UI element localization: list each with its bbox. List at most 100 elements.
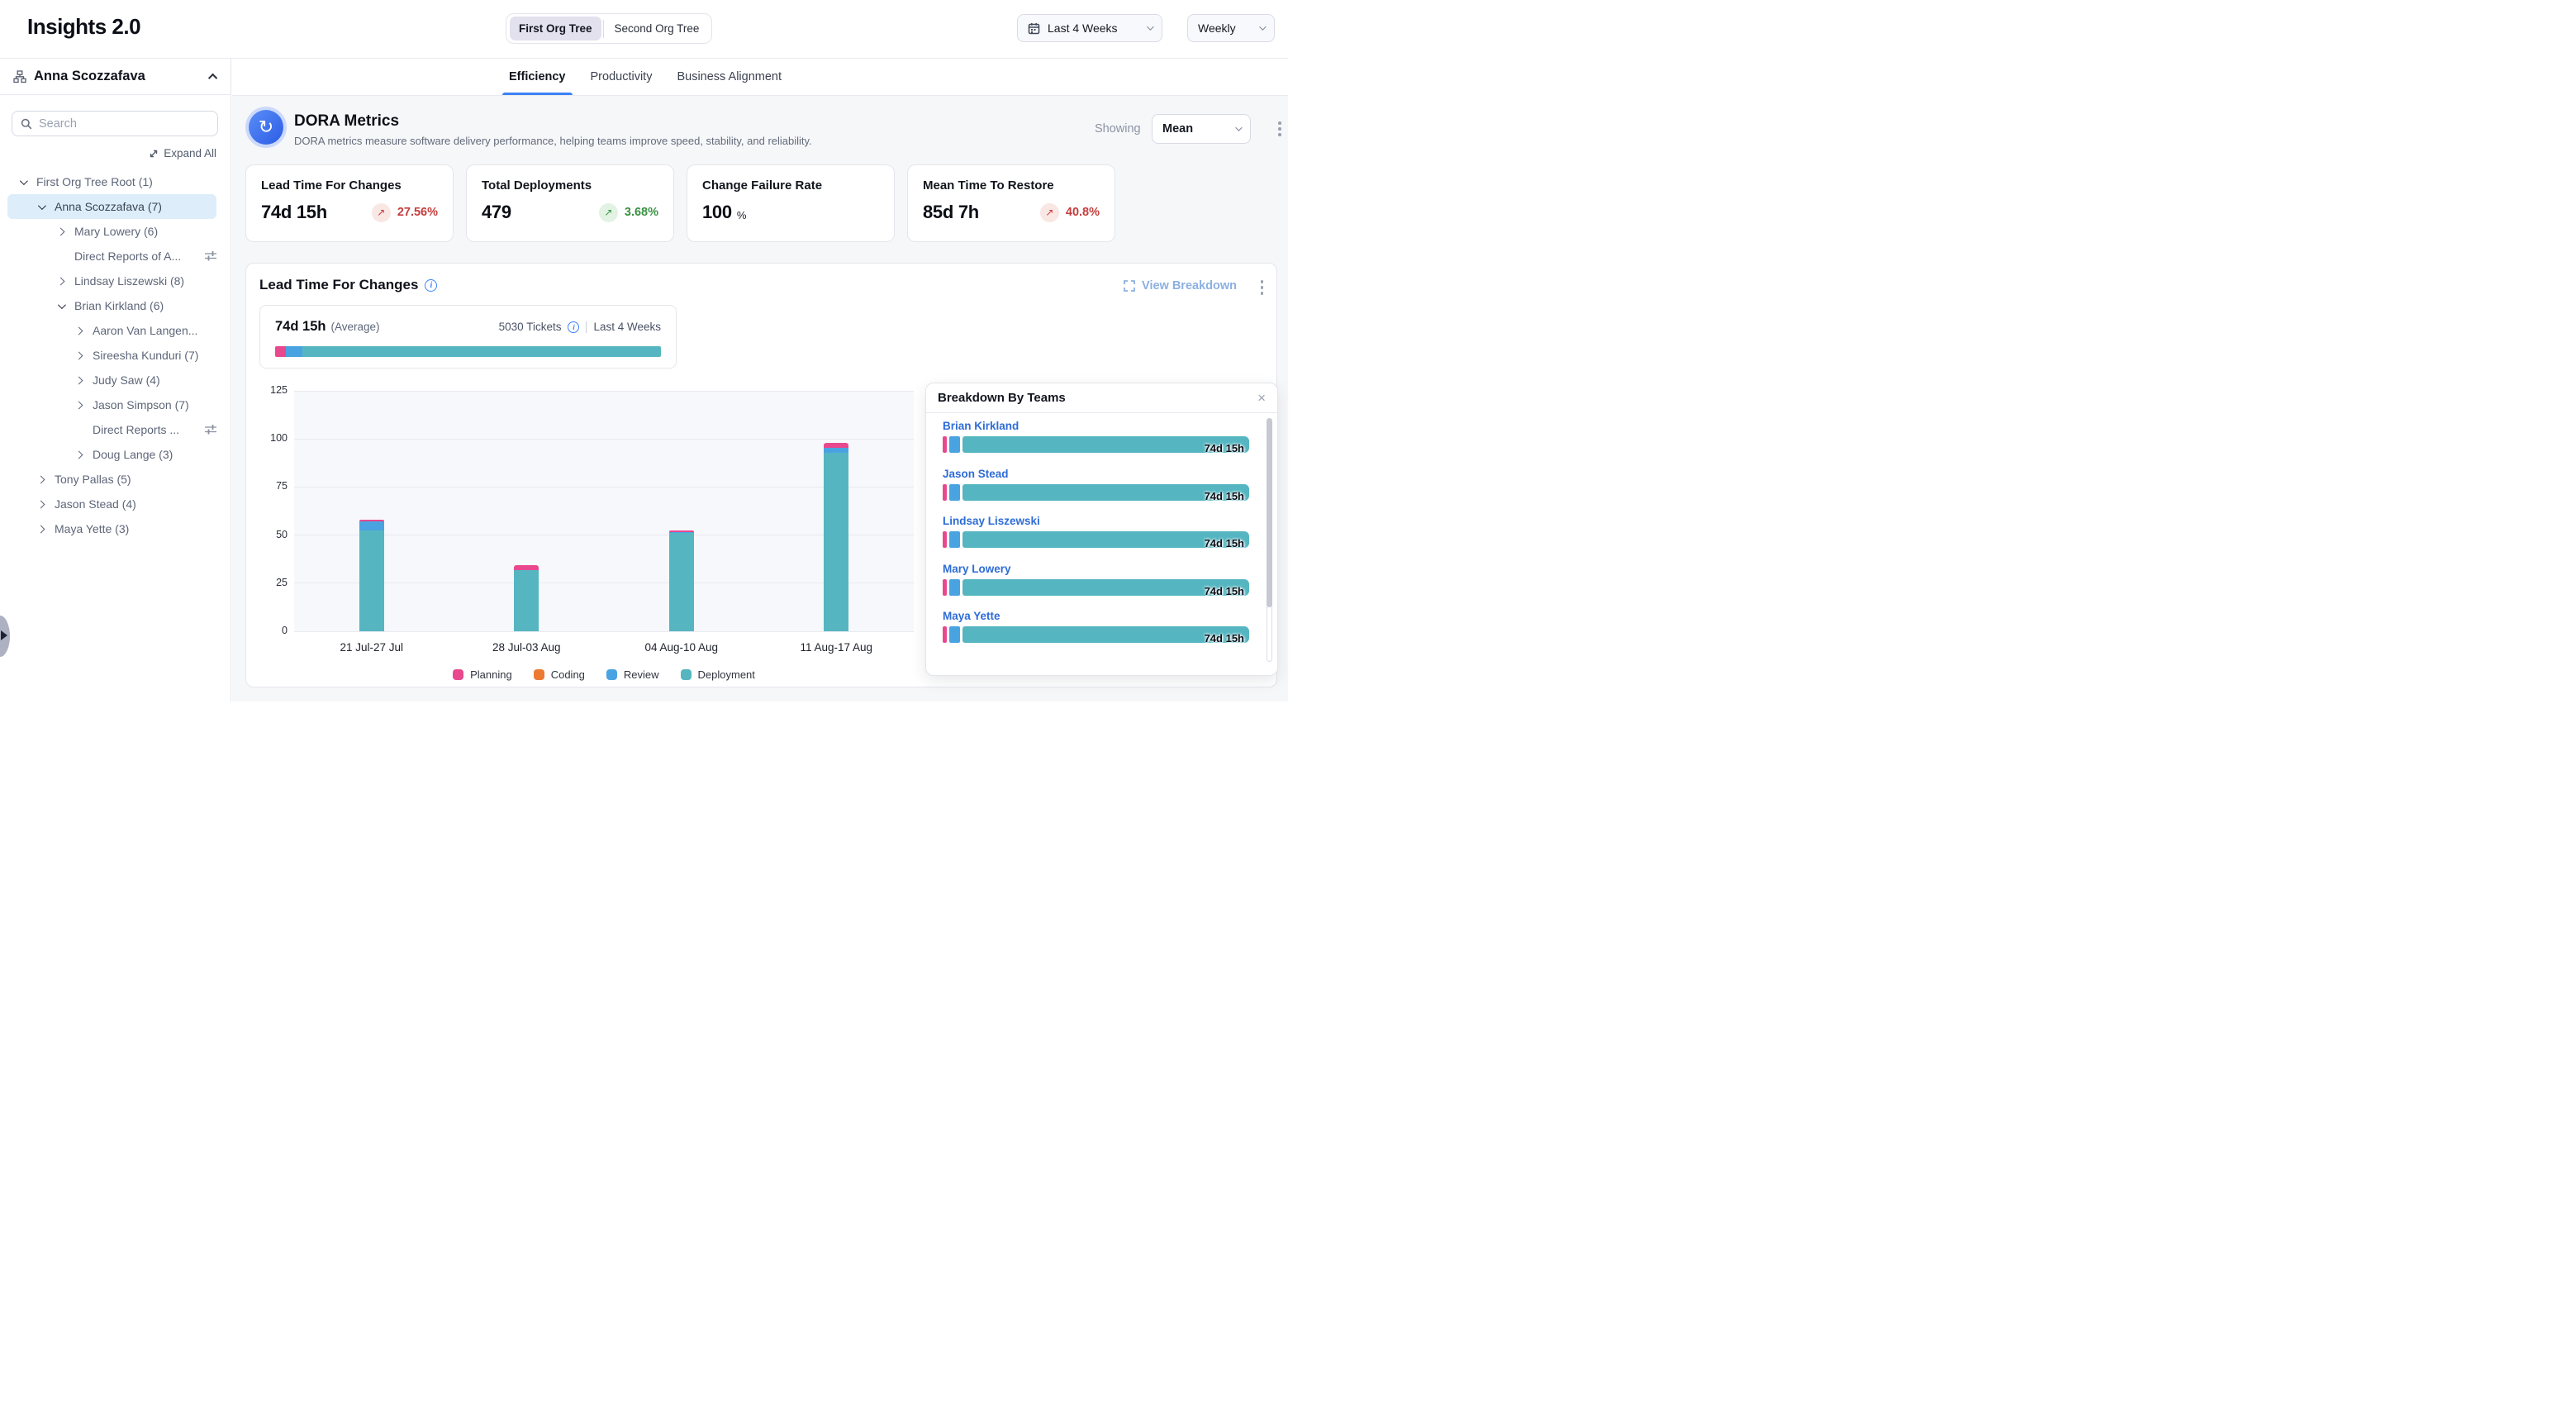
average-summary-box: 74d 15h (Average) 5030 Tickets i Last 4 … bbox=[259, 305, 677, 369]
org-hierarchy-icon bbox=[13, 70, 26, 83]
tree-item-direct-reports-of-a[interactable]: Direct Reports of A... bbox=[0, 244, 231, 269]
tree-item-judy-saw-4[interactable]: Judy Saw (4) bbox=[0, 368, 231, 392]
chevron-right-icon[interactable] bbox=[75, 351, 83, 359]
team-name-link[interactable]: Mary Lowery bbox=[943, 563, 1249, 575]
bar-segment-review[interactable] bbox=[359, 521, 384, 530]
bar-segment-deployment[interactable] bbox=[669, 533, 694, 631]
tree-item-lindsay-liszewski-8[interactable]: Lindsay Liszewski (8) bbox=[0, 269, 231, 293]
info-icon[interactable]: i bbox=[568, 321, 579, 333]
bar-segment-deployment[interactable] bbox=[824, 453, 848, 632]
second-org-tree-button[interactable]: Second Org Tree bbox=[606, 17, 709, 40]
bar-segment-planning[interactable] bbox=[514, 565, 539, 570]
dora-section-title: DORA Metrics bbox=[294, 112, 399, 131]
chevron-right-icon[interactable] bbox=[37, 500, 45, 508]
granularity-select[interactable]: Weekly bbox=[1187, 14, 1275, 42]
chevron-up-icon[interactable] bbox=[208, 73, 217, 82]
team-name-link[interactable]: Brian Kirkland bbox=[943, 420, 1249, 432]
chevron-right-icon[interactable] bbox=[37, 475, 45, 483]
team-row-jason-stead: Jason Stead74d 15h bbox=[926, 468, 1277, 516]
filter-sliders-icon[interactable] bbox=[205, 424, 216, 435]
chevron-right-icon[interactable] bbox=[75, 450, 83, 459]
y-axis-tick-label: 100 bbox=[259, 432, 288, 444]
legend-item-coding: Coding bbox=[534, 668, 585, 681]
team-phase-bar bbox=[943, 484, 1249, 501]
sidebar-collapse-handle[interactable] bbox=[0, 616, 10, 657]
chevron-down-icon[interactable] bbox=[58, 301, 66, 309]
legend-item-review: Review bbox=[606, 668, 659, 681]
tree-item-jason-simpson-7[interactable]: Jason Simpson (7) bbox=[0, 392, 231, 417]
bar-segment-review[interactable] bbox=[824, 448, 848, 453]
y-axis-tick-label: 25 bbox=[259, 577, 288, 588]
chevron-right-icon[interactable] bbox=[75, 326, 83, 335]
lead-time-kebab-menu[interactable] bbox=[1257, 277, 1267, 298]
tree-item-mary-lowery-6[interactable]: Mary Lowery (6) bbox=[0, 219, 231, 244]
average-phase-bar bbox=[275, 346, 661, 357]
tree-item-tony-pallas-5[interactable]: Tony Pallas (5) bbox=[0, 467, 231, 492]
team-bar-planning bbox=[943, 626, 947, 643]
sidebar-header[interactable]: Anna Scozzafava bbox=[0, 59, 231, 95]
lead-time-card: Lead Time For Changes i View Breakdown 7… bbox=[245, 263, 1277, 687]
average-value: 74d 15h bbox=[275, 319, 326, 335]
y-axis-tick-label: 0 bbox=[259, 625, 288, 636]
tree-item-maya-yette-3[interactable]: Maya Yette (3) bbox=[0, 516, 231, 541]
panel-scrollbar[interactable] bbox=[1267, 418, 1272, 662]
date-range-select[interactable]: Last 4 Weeks bbox=[1017, 14, 1162, 42]
metric-card-unit: % bbox=[737, 209, 747, 221]
tree-item-sireesha-kunduri-7[interactable]: Sireesha Kunduri (7) bbox=[0, 343, 231, 368]
filter-sliders-icon[interactable] bbox=[205, 250, 216, 261]
first-org-tree-button[interactable]: First Org Tree bbox=[510, 17, 601, 40]
bar-segment-planning[interactable] bbox=[824, 443, 848, 448]
tree-item-label: First Org Tree Root (1) bbox=[36, 175, 153, 188]
tree-item-direct-reports[interactable]: Direct Reports ... bbox=[0, 417, 231, 442]
chevron-right-icon[interactable] bbox=[57, 277, 65, 285]
tab-business-alignment[interactable]: Business Alignment bbox=[677, 59, 782, 95]
metric-card-lead-time-for-changes: Lead Time For Changes74d 15h↗27.56% bbox=[245, 164, 454, 242]
search-input[interactable] bbox=[39, 117, 209, 131]
team-value: 74d 15h bbox=[1205, 537, 1244, 549]
chevron-right-icon[interactable] bbox=[75, 401, 83, 409]
scrollbar-thumb[interactable] bbox=[1267, 418, 1272, 607]
chevron-right-icon[interactable] bbox=[37, 525, 45, 533]
tree-item-label: Aaron Van Langen... bbox=[93, 324, 197, 337]
main-tabs: Efficiency Productivity Business Alignme… bbox=[232, 59, 1288, 96]
bar-segment-deployment[interactable] bbox=[514, 570, 539, 631]
tab-productivity[interactable]: Productivity bbox=[591, 59, 653, 95]
team-name-link[interactable]: Lindsay Liszewski bbox=[943, 515, 1249, 527]
bar-segment-planning[interactable] bbox=[669, 530, 694, 532]
team-bar-planning bbox=[943, 579, 947, 596]
tree-item-label: Maya Yette (3) bbox=[55, 522, 129, 535]
expand-all-button[interactable]: Expand All bbox=[149, 147, 216, 159]
bar-segment-planning[interactable] bbox=[359, 520, 384, 521]
metric-card-value-row: 100% bbox=[702, 202, 879, 223]
team-name-link[interactable]: Jason Stead bbox=[943, 468, 1249, 480]
chevron-right-icon[interactable] bbox=[75, 376, 83, 384]
tree-item-aaron-van-langen[interactable]: Aaron Van Langen... bbox=[0, 318, 231, 343]
tree-item-brian-kirkland-6[interactable]: Brian Kirkland (6) bbox=[0, 293, 231, 318]
tab-efficiency[interactable]: Efficiency bbox=[509, 59, 566, 95]
legend-swatch-deployment bbox=[681, 669, 692, 680]
expand-all-label: Expand All bbox=[164, 147, 216, 159]
legend-label: Planning bbox=[470, 668, 512, 681]
team-name-link[interactable]: Maya Yette bbox=[943, 610, 1249, 622]
view-breakdown-button[interactable]: View Breakdown bbox=[1124, 279, 1237, 292]
chevron-right-icon[interactable] bbox=[57, 227, 65, 235]
chevron-down-icon[interactable] bbox=[20, 177, 28, 185]
tree-item-jason-stead-4[interactable]: Jason Stead (4) bbox=[0, 492, 231, 516]
close-icon[interactable]: × bbox=[1257, 391, 1266, 405]
x-axis-category-label: 28 Jul-03 Aug bbox=[460, 641, 592, 654]
showing-select[interactable]: Mean bbox=[1152, 114, 1251, 144]
tree-item-label: Mary Lowery (6) bbox=[74, 225, 158, 238]
bar-segment-deployment[interactable] bbox=[359, 530, 384, 631]
tree-item-anna-scozzafava-7[interactable]: Anna Scozzafava (7) bbox=[7, 194, 216, 219]
tree-item-doug-lange-3[interactable]: Doug Lange (3) bbox=[0, 442, 231, 467]
metric-card-value-row: 74d 15h↗27.56% bbox=[261, 202, 438, 223]
info-icon[interactable]: i bbox=[425, 279, 437, 292]
metric-card-value-row: 479↗3.68% bbox=[482, 202, 658, 223]
tree-item-first-org-tree-root-1[interactable]: First Org Tree Root (1) bbox=[0, 169, 231, 194]
dora-kebab-menu[interactable] bbox=[1275, 118, 1285, 140]
bar-segment-review[interactable] bbox=[669, 532, 694, 533]
metric-card-value: 74d 15h bbox=[261, 202, 327, 223]
team-bar-review bbox=[949, 436, 960, 453]
breakdown-by-teams-panel: Breakdown By Teams × Brian Kirkland74d 1… bbox=[925, 383, 1278, 676]
chevron-down-icon[interactable] bbox=[38, 202, 46, 210]
